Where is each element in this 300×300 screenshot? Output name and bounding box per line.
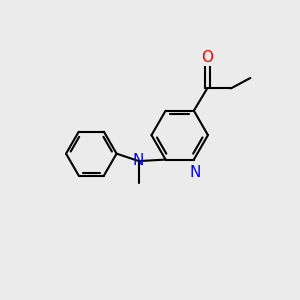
Text: O: O <box>201 50 213 64</box>
Text: N: N <box>190 165 201 180</box>
Text: N: N <box>133 153 144 168</box>
